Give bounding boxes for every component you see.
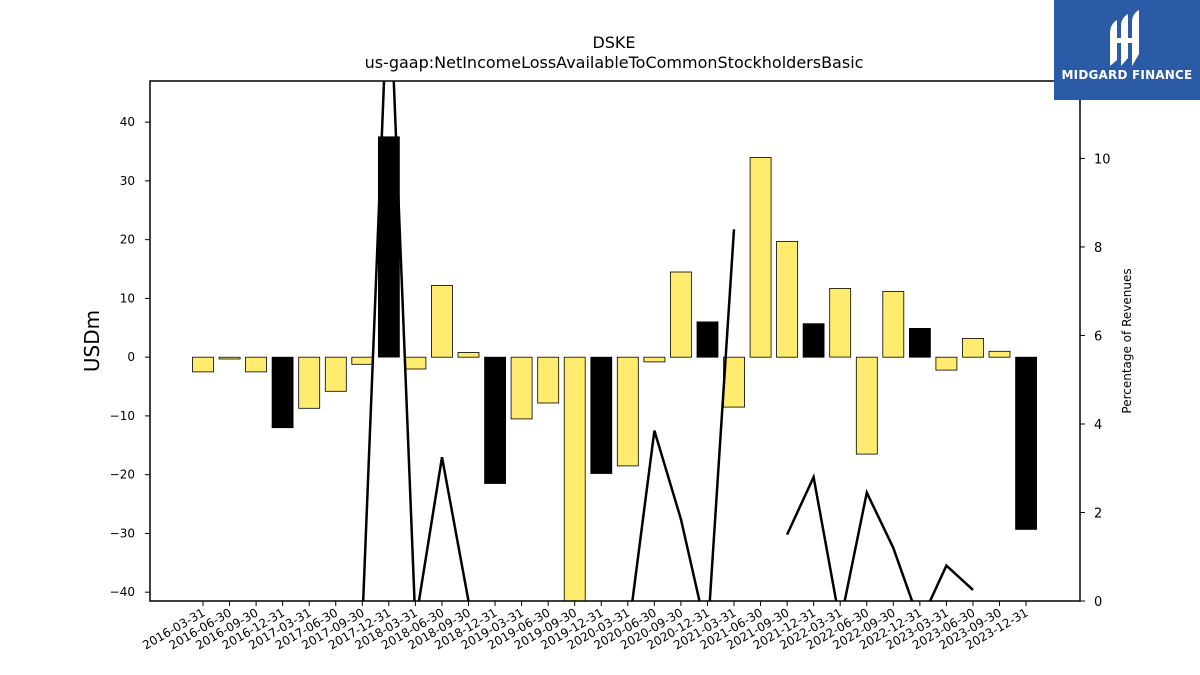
bar <box>563 356 586 601</box>
bar <box>723 356 745 408</box>
bar <box>484 356 507 484</box>
bar <box>962 337 984 358</box>
y-tick-label-left: −20 <box>110 468 135 482</box>
plot-frame <box>149 80 1081 602</box>
bar <box>643 356 666 363</box>
y-tick-label-right: 4 <box>1094 418 1102 433</box>
y-tick-label-right: 2 <box>1094 506 1102 521</box>
bar-series <box>192 136 1037 601</box>
bar <box>457 352 480 358</box>
bar <box>510 356 533 420</box>
bar <box>616 356 639 467</box>
bar <box>855 356 878 455</box>
y-tick-label-left: 0 <box>127 350 135 364</box>
line-segment <box>785 472 974 601</box>
bar <box>324 356 347 392</box>
y-tick-label-left: −30 <box>110 526 135 540</box>
chart-title: DSKE <box>592 33 635 52</box>
bar <box>882 290 905 358</box>
y-tick-label-right: 10 <box>1094 152 1111 167</box>
y-axis-label-right: Percentage of Revenues <box>1120 268 1134 413</box>
bar <box>271 356 294 429</box>
line-segment <box>631 229 736 601</box>
y-tick-label-left: 40 <box>120 115 135 129</box>
line-series <box>361 81 974 601</box>
brand-logo: MIDGARD FINANCE <box>1054 0 1200 100</box>
y-tick-label-left: −10 <box>110 409 135 423</box>
bar <box>935 356 958 371</box>
bar <box>245 356 268 373</box>
bar <box>537 356 560 404</box>
bar <box>431 285 453 358</box>
y-tick-label-left: −40 <box>110 585 135 599</box>
chart-subtitle: us-gaap:NetIncomeLossAvailableToCommonSt… <box>365 53 864 72</box>
line-segment <box>361 81 470 601</box>
bar <box>749 156 772 358</box>
y-tick-label-left: 20 <box>120 233 135 247</box>
bar <box>909 327 931 358</box>
bar <box>1015 356 1037 530</box>
y-axis-label-left: USDm <box>80 310 104 372</box>
bar <box>192 356 214 373</box>
bar <box>351 356 374 365</box>
bar <box>218 356 241 360</box>
bar <box>802 323 825 358</box>
bar <box>829 287 852 358</box>
bar <box>298 356 321 409</box>
y-tick-label-left: 30 <box>120 174 135 188</box>
y-tick-label-right: 6 <box>1094 329 1102 344</box>
y-tick-label-right: 8 <box>1094 241 1102 256</box>
bar <box>696 321 719 358</box>
logo-mark-icon <box>1110 10 1139 66</box>
bar <box>670 271 692 358</box>
y-tick-label-left: 10 <box>120 291 135 305</box>
axes: −40−30−20−1001020304002468102016-03-3120… <box>110 80 1111 652</box>
bar <box>404 356 427 370</box>
logo-text: MIDGARD FINANCE <box>1061 68 1193 82</box>
y-tick-label-right: 0 <box>1094 595 1102 610</box>
bar <box>776 240 798 358</box>
bar <box>590 356 613 474</box>
bar <box>988 350 1011 358</box>
